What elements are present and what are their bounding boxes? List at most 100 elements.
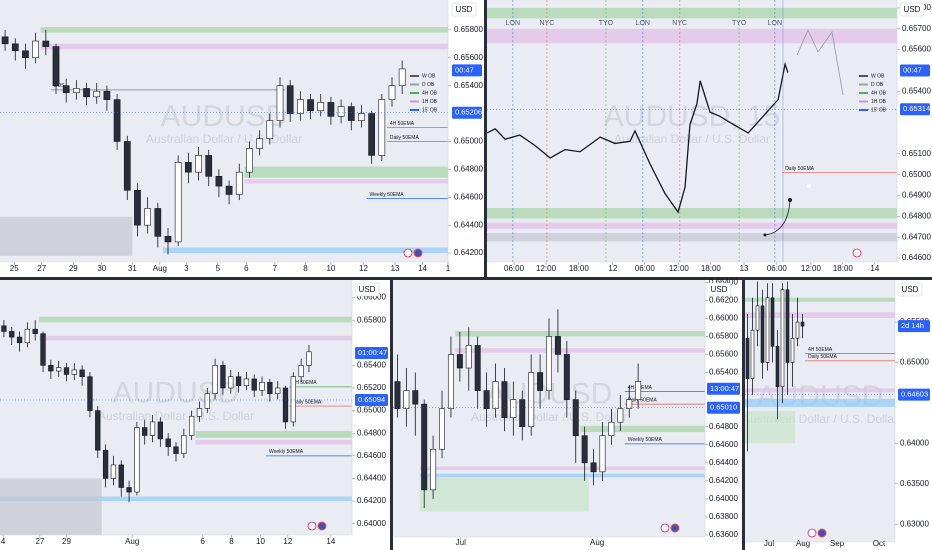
candle-body: [492, 381, 499, 409]
level-label: Daily 50EMA: [628, 397, 658, 403]
candle-body: [412, 390, 419, 405]
x-tick-label: Oct: [873, 539, 886, 548]
y-tick-label: 0.65600: [454, 53, 483, 62]
y-tick-label: 0.64400: [709, 458, 738, 467]
candle-body: [113, 99, 121, 142]
legend-label: D OB: [422, 82, 435, 88]
event-icon: [307, 521, 317, 531]
y-tick-label: 0.64600: [902, 253, 931, 262]
x-tick-label: 14: [418, 264, 427, 273]
x-tick-label: 6: [244, 264, 249, 273]
projection-dot: [788, 198, 792, 202]
y-tick-label: 0.63000: [900, 519, 929, 528]
event-icon: [852, 248, 862, 258]
session-label: NYC: [539, 20, 554, 27]
order-block-zone: [580, 425, 705, 433]
candle-body: [403, 390, 410, 409]
x-tick-label: Jul: [456, 538, 466, 547]
candle-body: [157, 421, 164, 440]
order-block-zone: [745, 297, 895, 302]
candle-body: [800, 321, 805, 327]
x-tick-label: 12:00: [801, 264, 822, 273]
legend-label: 1H OB: [871, 99, 887, 105]
candle-body: [56, 367, 62, 372]
x-tick-label: 13: [391, 264, 400, 273]
y-tick-label: 0.65000: [900, 358, 929, 367]
candle-body: [276, 85, 284, 121]
candle-body: [48, 365, 54, 372]
candle-body: [510, 399, 517, 418]
candle-body: [174, 162, 182, 243]
y-tick-label: 0.64000: [709, 494, 738, 503]
candle-body: [537, 372, 544, 391]
legend-label: 4H OB: [422, 90, 438, 96]
x-tick-label: 12: [283, 537, 292, 546]
x-tick-label: Aug: [796, 539, 810, 548]
y-tick-label: 0.65000: [902, 170, 931, 179]
projection-path: [796, 29, 844, 96]
level-label: Daily 50EMA: [292, 399, 322, 405]
price-tag: [900, 103, 930, 116]
watermark-description: Australian Dollar / U.S. Dollar: [471, 410, 627, 424]
candle-body: [1, 36, 9, 45]
candle-body: [298, 365, 304, 377]
price-line: [487, 61, 789, 214]
candle-body: [212, 365, 218, 394]
watermark-description: Australian Dollar / U.S. Dollar: [146, 132, 302, 146]
candle-body: [63, 367, 70, 375]
y-tick-label: 0.65000: [357, 406, 386, 415]
order-block-zone: [39, 316, 352, 323]
session-label: LON: [636, 20, 650, 27]
candle-body: [421, 403, 428, 491]
candle-body: [185, 162, 192, 173]
order-block-zone: [40, 43, 448, 50]
order-block-zone: [419, 473, 705, 478]
candle-body: [205, 155, 213, 177]
level-label: Weekly 50EMA: [370, 192, 405, 198]
candle-body: [750, 329, 755, 379]
y-tick-label: 0.64800: [357, 428, 386, 437]
y-tick-label: 0.64700: [902, 232, 931, 241]
candle-body: [24, 328, 31, 344]
legend-label: 15' OB: [422, 107, 438, 113]
currency-box: [354, 282, 380, 297]
currency-label: USD: [904, 5, 921, 14]
currency-box: [897, 282, 923, 297]
y-tick-label: 0.64000: [357, 519, 386, 528]
y-tick-label: 0.65700: [902, 24, 931, 33]
candle-body: [40, 333, 46, 366]
candle-body: [235, 376, 242, 387]
candle-body: [181, 435, 187, 454]
y-tick-label: 0.64900: [902, 191, 931, 200]
candle-body: [73, 88, 80, 93]
x-tick-label: 18:00: [701, 264, 722, 273]
y-tick-label: 0.65000: [454, 137, 483, 146]
x-tick-label: 8: [303, 264, 308, 273]
candle-body: [42, 40, 50, 47]
order-block-zone: [0, 216, 133, 256]
x-tick-label: 7: [273, 264, 278, 273]
y-tick-label: 0.63500: [900, 479, 929, 488]
candle-body: [755, 305, 760, 331]
order-block-zone: [195, 430, 352, 438]
countdown-text: 13:00:47: [710, 384, 739, 393]
candle-body: [188, 415, 195, 436]
y-tick-label: 0.64600: [454, 192, 483, 201]
y-tick-label: 0.65800: [357, 315, 386, 324]
event-icon: [403, 248, 413, 258]
y-tick-label: 0.65800: [454, 25, 483, 34]
candle-body: [398, 68, 406, 86]
candle-body: [626, 399, 633, 409]
candle-body: [358, 113, 365, 121]
y-tick-label: 0.64800: [709, 422, 738, 431]
x-tick-label: 8: [229, 537, 234, 546]
candle-body: [134, 189, 141, 226]
price-tag: [898, 388, 930, 401]
order-block-zone: [487, 7, 897, 19]
candle-body: [22, 50, 29, 59]
candle-body: [52, 46, 60, 86]
countdown-tag: [898, 320, 930, 333]
